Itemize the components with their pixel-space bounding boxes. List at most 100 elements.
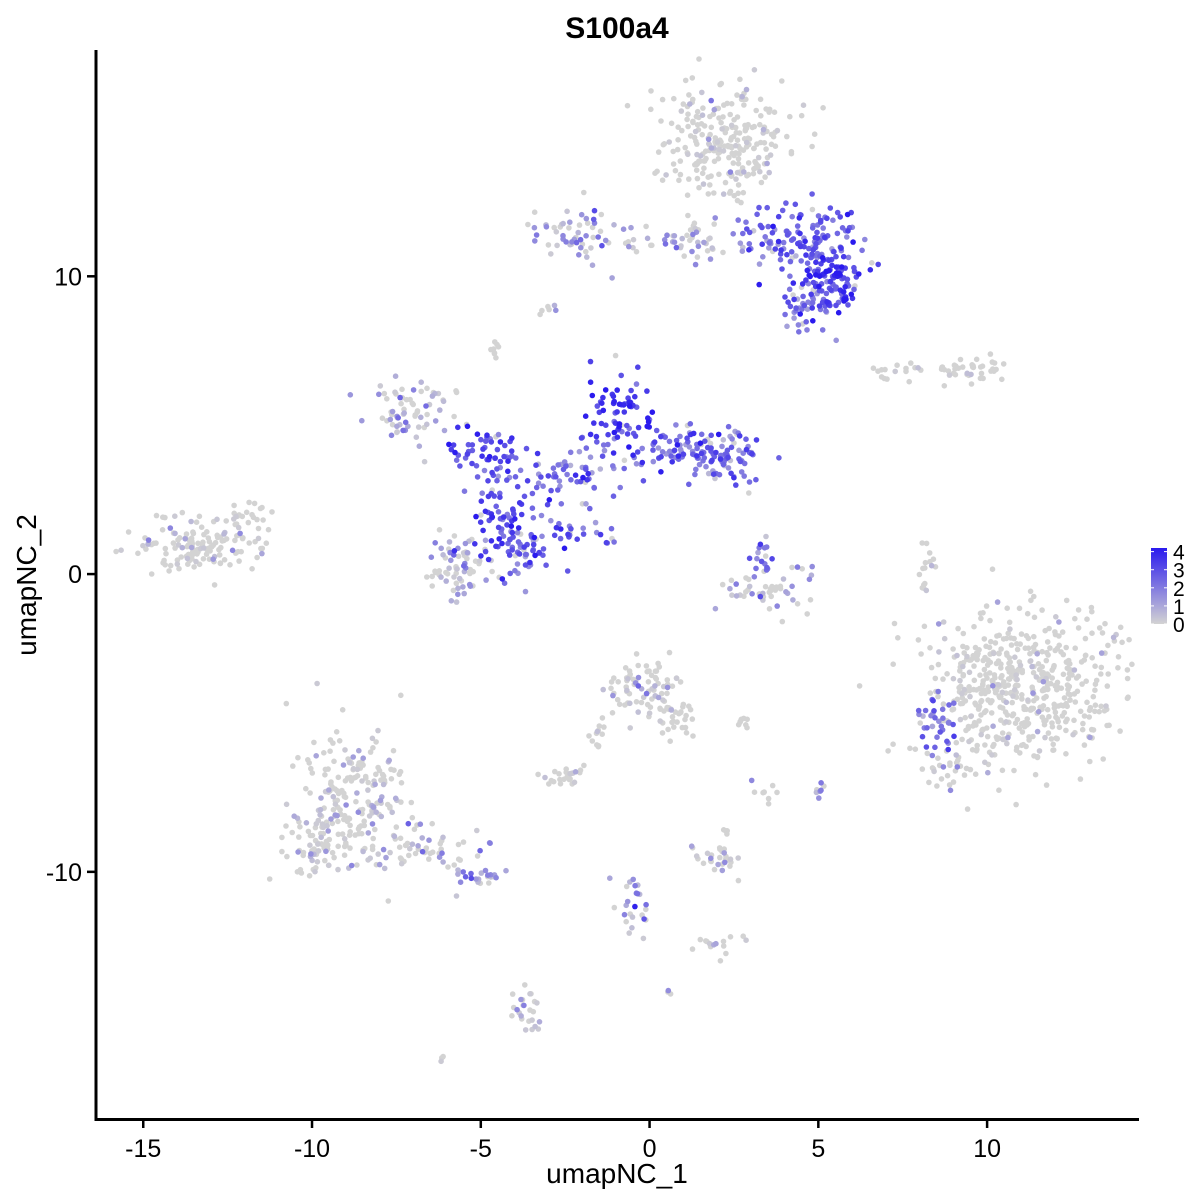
cell-point [835,309,842,316]
cell-point [594,403,601,409]
cell-point [1031,633,1037,640]
cell-point [626,243,632,250]
cell-point [998,717,1004,723]
cell-point [611,539,617,545]
cell-point [206,538,213,545]
cell-point [668,453,674,459]
cell-point [1022,645,1029,651]
x-tick-label: -5 [470,1135,492,1163]
cell-point [930,556,937,562]
cell-point [410,387,417,393]
cell-point [265,526,272,533]
cell-point [806,576,813,583]
cell-point [730,160,737,166]
cell-point [998,646,1004,652]
cell-point [365,779,372,786]
cell-point [534,450,541,457]
cell-point [701,455,708,461]
cell-point [608,685,614,692]
cell-point [950,721,956,728]
cell-point [599,453,606,460]
cell-point [703,155,709,162]
cell-point [1084,699,1090,706]
cell-point [594,439,600,445]
cell-point [715,431,722,438]
cell-point [980,610,986,616]
cell-point [532,552,538,559]
cell-point [509,991,516,997]
cell-point [216,552,223,558]
cell-point [333,729,340,735]
cell-point [697,153,704,159]
cell-point [672,167,679,174]
cell-point [940,676,946,682]
cell-point [231,502,237,509]
cell-point [583,233,589,239]
cell-point [932,744,938,751]
cell-point [1071,691,1078,697]
cell-point [1027,658,1034,664]
cell-point [748,777,755,784]
cell-point [812,234,818,241]
cell-point [589,262,596,269]
cell-point [1013,672,1019,678]
cell-point [322,772,328,778]
cell-point [762,234,768,240]
cell-point [392,389,398,396]
cell-point [737,719,743,725]
cell-point [524,478,531,484]
cell-point [563,766,569,772]
cell-point [392,795,399,802]
cell-point [671,233,678,239]
cell-point [809,305,815,311]
cell-point [1071,717,1077,724]
cell-point [509,435,515,441]
cell-point [404,840,411,847]
cell-point [750,170,757,177]
cell-point [581,189,587,196]
cell-point [996,693,1002,699]
cell-point [611,904,618,911]
cell-point [303,820,310,826]
cell-point [1105,671,1111,677]
cell-point [511,511,517,517]
cell-point [561,545,568,552]
cell-point [1034,728,1041,735]
cell-point [741,169,747,175]
cell-point [674,442,681,448]
cell-point [957,683,964,690]
cell-point [907,745,913,752]
cell-point [367,855,374,861]
cell-point [432,568,438,574]
cell-point [733,482,739,488]
cell-point [335,866,341,873]
cell-point [635,424,642,431]
cell-point [162,545,169,552]
cell-point [380,781,387,788]
cell-point [488,346,494,353]
cell-point [1009,699,1015,706]
cell-point [784,133,790,140]
x-tick-label: 10 [973,1135,1001,1163]
cell-point [696,184,702,191]
cell-point [251,500,258,507]
cell-point [973,748,980,754]
cell-point [125,529,132,535]
cell-point [870,365,877,372]
cell-point [955,625,961,632]
cell-point [1035,661,1042,667]
cell-point [698,431,705,438]
cell-point [741,102,747,108]
cell-point [978,615,984,622]
cell-point [556,520,562,527]
cell-point [638,699,645,706]
cell-point [669,714,676,720]
cell-point [191,564,197,570]
cell-point [508,523,515,529]
cell-point [589,392,596,399]
cell-point [763,533,769,540]
cell-point [326,862,332,869]
cell-point [592,519,599,526]
cell-point [235,524,242,531]
cell-point [506,552,513,558]
